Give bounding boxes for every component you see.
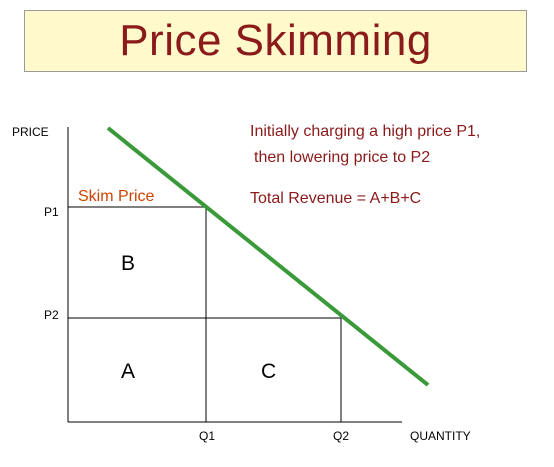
y-axis-label: PRICE bbox=[12, 125, 49, 139]
p1-label: P1 bbox=[44, 205, 59, 219]
region-c-label: C bbox=[261, 360, 276, 383]
skim-price-label: Skim Price bbox=[78, 188, 155, 205]
q1-label: Q1 bbox=[199, 429, 215, 443]
x-axis-label: QUANTITY bbox=[410, 429, 471, 443]
title-box: Price Skimming bbox=[24, 10, 527, 72]
region-b-label: B bbox=[121, 252, 135, 275]
note-line-2: then lowering price to P2 bbox=[254, 149, 430, 166]
region-a-label: A bbox=[121, 360, 135, 383]
page-title: Price Skimming bbox=[119, 16, 432, 65]
note-line-1: Initially charging a high price P1, bbox=[250, 123, 480, 140]
q2-label: Q2 bbox=[333, 429, 349, 443]
total-revenue-note: Total Revenue = A+B+C bbox=[250, 190, 421, 207]
p2-label: P2 bbox=[44, 308, 59, 322]
demand-line bbox=[106, 126, 430, 387]
